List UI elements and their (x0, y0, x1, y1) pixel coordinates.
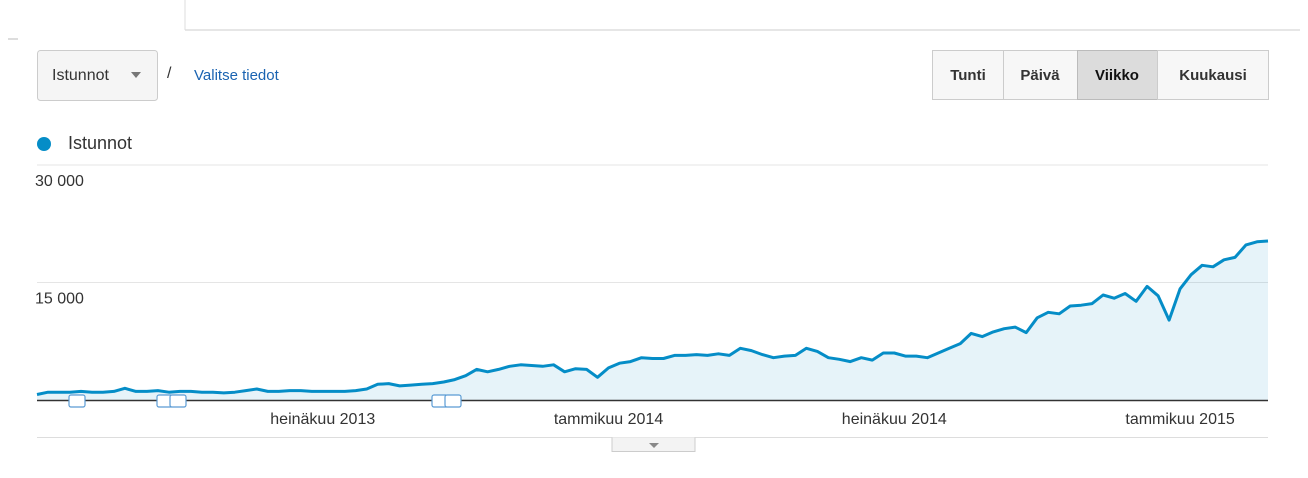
y-tick-label: 15 000 (35, 291, 84, 308)
annotation-icon[interactable] (169, 394, 187, 408)
button-bg (932, 50, 1004, 100)
plot: 15 000 30 000 heinäkuu 2013 tammikuu 2014 he… (35, 164, 1269, 428)
button-bg-active (1077, 50, 1158, 100)
metric-dropdown[interactable]: Istunnot (37, 50, 158, 101)
annotation-icon[interactable] (444, 394, 462, 408)
button-bg (1157, 50, 1269, 100)
annotation-icons (68, 394, 462, 408)
x-tick-label: tammikuu 2015 (1125, 411, 1234, 428)
period-button[interactable]: Päivä (1020, 67, 1060, 84)
legend-dot (37, 137, 51, 151)
dropdown-label: Istunnot (52, 67, 109, 84)
x-tick-label: heinäkuu 2013 (270, 411, 375, 428)
select-link[interactable]: Valitse tiedot (194, 67, 280, 84)
series-line (36, 239, 1269, 396)
period-button[interactable]: Tunti (950, 67, 986, 84)
period-buttons: Tunti Päivä Viikko Kuukausi (932, 50, 1269, 100)
separator: / (167, 65, 172, 82)
expand-arrow (649, 443, 659, 448)
x-tick-label: tammikuu 2014 (554, 411, 663, 428)
y-tick-label: 30 000 (35, 173, 84, 190)
annotation-icon[interactable] (68, 394, 86, 408)
button-bg (1003, 50, 1078, 100)
period-button[interactable]: Viikko (1095, 67, 1139, 84)
dropdown-arrow (131, 72, 141, 78)
legend-label: Istunnot (68, 133, 132, 153)
x-tick-label: heinäkuu 2014 (842, 411, 947, 428)
period-button[interactable]: Kuukausi (1179, 67, 1247, 84)
area-fill (37, 241, 1268, 400)
dropdown-box (37, 50, 158, 101)
